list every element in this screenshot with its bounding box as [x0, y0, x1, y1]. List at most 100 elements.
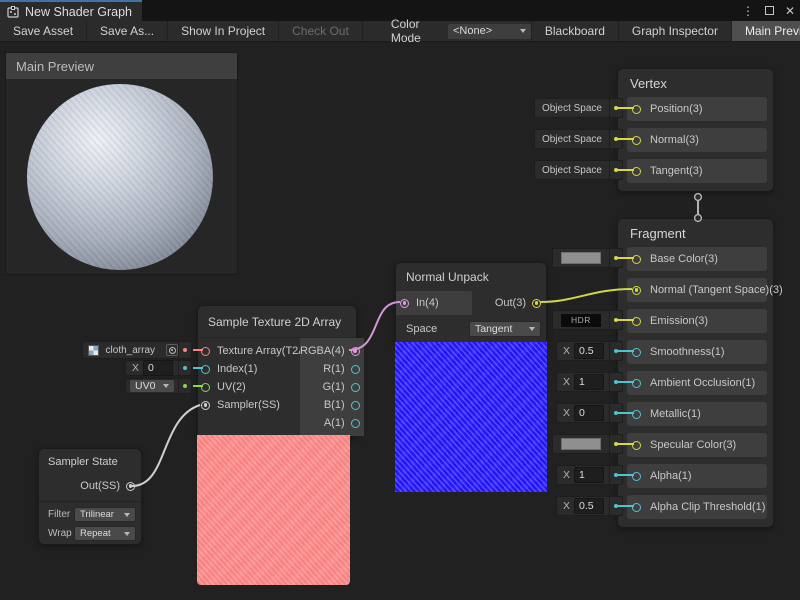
node-sampler-state[interactable]: Sampler State Out(SS) Filter Trilinear W… — [38, 448, 142, 545]
wrap-dropdown[interactable]: Repeat — [74, 526, 136, 541]
color-swatch[interactable] — [561, 438, 601, 450]
port-position-in[interactable] — [632, 104, 641, 114]
port-normal-in[interactable] — [632, 135, 641, 145]
color-mode-group: Color Mode <None> — [391, 17, 531, 45]
number-input[interactable]: 1 — [574, 374, 604, 390]
port-tangent-in[interactable] — [632, 166, 641, 176]
specular-color-picker[interactable] — [552, 434, 623, 454]
field-prefix: X — [562, 500, 570, 512]
fragment-row-emission: Emission(3) — [627, 309, 767, 333]
port-base-color-in[interactable] — [632, 254, 641, 264]
fragment-row-alpha: Alpha(1) — [627, 464, 767, 488]
space-dropdown[interactable]: Tangent — [469, 320, 541, 337]
toolbar: Save Asset Save As... Show In Project Ch… — [0, 17, 800, 45]
filter-row: Filter Trilinear — [39, 505, 141, 524]
emission-hdr-picker[interactable]: HDR — [552, 310, 623, 330]
base-color-picker[interactable] — [552, 248, 623, 268]
alpha-field[interactable]: X 1 — [555, 465, 623, 485]
node-vertex[interactable]: Vertex Position(3) Normal(3) Tangent(3) — [617, 68, 774, 192]
input-texture-array: Texture Array(T2A) — [201, 342, 309, 360]
space-value: Object Space — [541, 133, 602, 145]
port-smoothness-in[interactable] — [632, 347, 641, 357]
output-b: B(1) — [300, 396, 360, 414]
uv-channel-dropdown[interactable]: UV0 — [125, 378, 192, 394]
graph-inspector-toggle-button[interactable]: Graph Inspector — [617, 21, 731, 41]
port-label: UV(2) — [217, 381, 246, 393]
port-g-out[interactable] — [350, 382, 360, 392]
hdr-color-swatch[interactable]: HDR — [561, 313, 601, 327]
port-b-out[interactable] — [350, 400, 360, 410]
main-preview-panel-header[interactable]: Main Preview — [6, 53, 237, 79]
index-field[interactable]: X 0 — [124, 360, 192, 376]
number-input[interactable]: 0.5 — [574, 498, 604, 514]
port-uv-in[interactable] — [201, 382, 210, 392]
show-in-project-button[interactable]: Show In Project — [168, 21, 280, 41]
port-index-in[interactable] — [201, 364, 210, 374]
ambient-occlusion-field[interactable]: X 1 — [555, 372, 623, 392]
chevron-down-icon — [519, 29, 526, 33]
port-specular-color-in[interactable] — [632, 440, 641, 450]
port-in4[interactable] — [400, 298, 409, 308]
blackboard-toggle-button[interactable]: Blackboard — [530, 21, 618, 41]
port-label: Smoothness(1) — [650, 346, 725, 358]
field-prefix: X — [562, 376, 570, 388]
port-metallic-in[interactable] — [632, 409, 641, 419]
port-label: In(4) — [416, 297, 439, 309]
port-emission-in[interactable] — [632, 316, 641, 326]
port-label: RGBA(4) — [300, 345, 345, 357]
node-fragment[interactable]: Fragment Base Color(3) Normal (Tangent S… — [617, 218, 783, 528]
fragment-row-base-color: Base Color(3) — [627, 247, 767, 271]
port-alpha-clip-in[interactable] — [632, 502, 641, 512]
vertex-row-tangent: Tangent(3) — [627, 159, 767, 183]
position-space-selector[interactable]: Object Space — [533, 98, 623, 118]
save-as-button[interactable]: Save As... — [87, 21, 169, 41]
port-ss-out[interactable] — [126, 481, 135, 491]
number-input[interactable]: 0.5 — [574, 343, 604, 359]
connector-dot-box — [609, 99, 622, 117]
color-swatch[interactable] — [561, 252, 601, 264]
main-preview-viewport[interactable] — [6, 79, 237, 274]
maximize-icon[interactable] — [764, 6, 774, 15]
port-texture-array-in[interactable] — [201, 346, 210, 356]
number-input[interactable]: 1 — [574, 467, 604, 483]
chevron-down-icon — [124, 512, 130, 517]
port-rgba-out[interactable] — [350, 346, 360, 356]
texture-array-object-field[interactable]: cloth_array — [81, 341, 192, 359]
uv-dropdown[interactable]: UV0 — [129, 379, 175, 393]
smoothness-field[interactable]: X 0.5 — [555, 341, 623, 361]
port-normal-in[interactable] — [632, 285, 641, 295]
object-picker-icon[interactable] — [166, 344, 178, 356]
port-r-out[interactable] — [350, 364, 360, 374]
metallic-field[interactable]: X 0 — [555, 403, 623, 423]
node-normal-unpack[interactable]: Normal Unpack In(4) Out(3) Space Tangent — [395, 262, 547, 343]
output-out3: Out(3) — [472, 297, 546, 309]
number-input[interactable]: 0 — [143, 360, 173, 376]
divider — [39, 501, 141, 502]
fragment-row-alpha-clip: Alpha Clip Threshold(1) — [627, 495, 767, 519]
menu-kebab-icon[interactable]: ⋮ — [741, 3, 754, 18]
port-out3[interactable] — [532, 298, 541, 308]
port-alpha-in[interactable] — [632, 471, 641, 481]
window-tab-bar: New Shader Graph ⋮ ✕ — [0, 0, 800, 21]
node-title: Vertex — [630, 76, 667, 91]
connector-dot-box — [609, 466, 622, 484]
port-ambient-occlusion-in[interactable] — [632, 378, 641, 388]
alpha-clip-threshold-field[interactable]: X 0.5 — [555, 496, 623, 516]
port-sampler-in[interactable] — [201, 400, 210, 410]
number-input[interactable]: 0 — [574, 405, 604, 421]
save-asset-button[interactable]: Save Asset — [0, 21, 88, 41]
normal-space-selector[interactable]: Object Space — [533, 129, 623, 149]
fragment-row-specular-color: Specular Color(3) — [627, 433, 767, 457]
sample-texture-preview — [197, 435, 350, 585]
filter-dropdown[interactable]: Trilinear — [74, 507, 136, 522]
main-preview-toggle-button[interactable]: Main Preview — [730, 21, 800, 41]
document-tab[interactable]: New Shader Graph — [0, 0, 142, 21]
port-label: Position(3) — [650, 103, 703, 115]
port-a-out[interactable] — [350, 418, 360, 428]
field-prefix: X — [562, 407, 570, 419]
node-sample-texture-2d-array[interactable]: Sample Texture 2D Array Texture Array(T2… — [197, 305, 364, 437]
connector-dot-box — [178, 361, 191, 375]
close-icon[interactable]: ✕ — [784, 3, 795, 18]
color-mode-dropdown[interactable]: <None> — [447, 23, 531, 39]
tangent-space-selector[interactable]: Object Space — [533, 160, 623, 180]
